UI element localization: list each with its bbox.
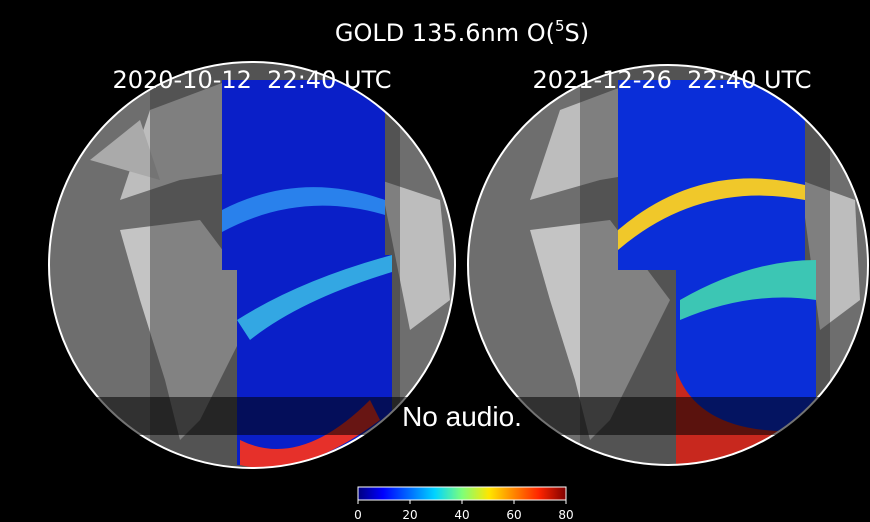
- title: GOLD 135.6nm O(5S): [335, 17, 589, 47]
- colorbar-ticks: 0 20 40 60 80: [354, 500, 574, 522]
- caption-bar: [0, 397, 870, 435]
- colorbar-tick-label: 0: [354, 508, 362, 522]
- colorbar-tick-label: 60: [506, 508, 521, 522]
- colorbar-tick-label: 20: [402, 508, 417, 522]
- colorbar-tick-label: 80: [558, 508, 573, 522]
- colorbar-tick-label: 40: [454, 508, 469, 522]
- globe-outline: [467, 64, 869, 466]
- colorbar: [357, 486, 567, 501]
- panel-label: 2020-10-12 22:40 UTC: [112, 66, 391, 94]
- panel-label: 2021-12-26 22:40 UTC: [532, 66, 811, 94]
- globe-outline: [48, 61, 456, 469]
- caption: No audio.: [402, 401, 522, 432]
